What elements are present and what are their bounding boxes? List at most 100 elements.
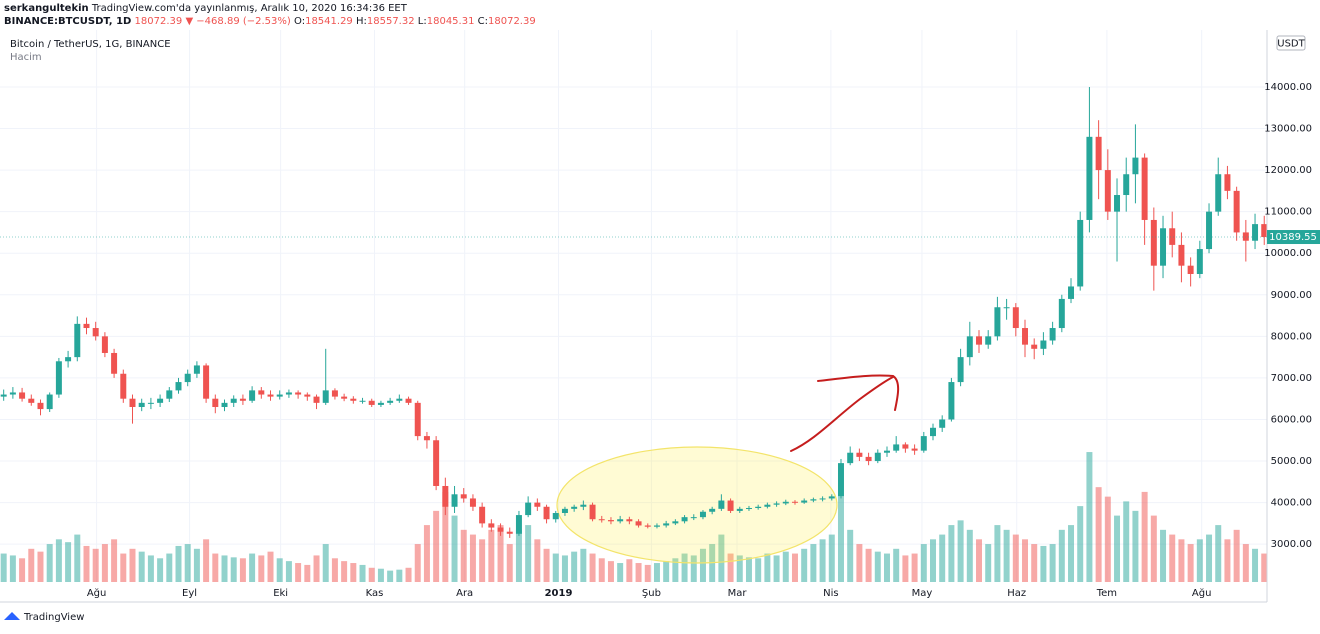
candle-body: [313, 396, 320, 403]
last-price: 18072.39: [135, 16, 183, 27]
candle-body: [28, 398, 35, 403]
chart-title: Bitcoin / TetherUS, 1G, BINANCE: [10, 39, 171, 50]
volume-bar: [65, 542, 72, 582]
volume-bar: [0, 553, 7, 582]
candle-body: [1022, 328, 1028, 345]
volume-bar: [819, 539, 826, 582]
candle-body: [755, 506, 762, 509]
candle-body: [193, 365, 200, 374]
header-line-2: BINANCE:BTCUSDT, 1D 18072.39 ▼ −468.89 (…: [4, 16, 536, 27]
candle-body: [1215, 174, 1222, 212]
volume-bar: [672, 558, 679, 582]
volume-bar: [856, 544, 863, 582]
y-tick-label: 10000.00: [1264, 248, 1312, 259]
volume-bar: [690, 555, 697, 582]
candle-body: [874, 452, 881, 462]
volume-bar: [285, 561, 292, 582]
candle-body: [451, 494, 458, 507]
volume-bar: [571, 551, 578, 582]
candle-body: [727, 500, 734, 511]
volume-bar: [810, 544, 817, 582]
volume-bar: [939, 534, 946, 582]
candle-body: [966, 336, 973, 358]
volume-bar: [976, 539, 982, 582]
volume-bar: [405, 567, 412, 582]
candle-body: [368, 400, 375, 405]
y-tick-label: 13000.00: [1264, 124, 1312, 135]
candle-body: [120, 373, 127, 399]
candle-body: [1141, 157, 1148, 220]
candle-body: [681, 517, 688, 522]
volume-bar: [203, 539, 210, 582]
candle-body: [1040, 340, 1047, 349]
candle-body: [1261, 224, 1268, 238]
volume-bar: [304, 564, 311, 582]
volume-bar: [166, 553, 173, 582]
volume-bar: [801, 548, 808, 582]
candle-body: [488, 523, 495, 528]
volume-bar: [1196, 539, 1203, 582]
candle-body: [239, 398, 246, 401]
candle-body: [801, 500, 808, 503]
y-tick-label: 12000.00: [1264, 165, 1312, 176]
candle-body: [1003, 307, 1010, 309]
volume-bar: [295, 563, 302, 582]
y-tick-label: 9000.00: [1271, 290, 1312, 301]
y-tick-label: 7000.00: [1271, 373, 1312, 384]
volume-bar: [1040, 545, 1047, 582]
candle-body: [304, 394, 311, 397]
candle-body: [782, 501, 789, 504]
candle-body: [1169, 228, 1176, 245]
volume-bar: [221, 555, 228, 582]
candle-body: [74, 323, 81, 358]
candle-body: [442, 485, 449, 507]
candle-body: [157, 398, 164, 403]
volume-bar: [1058, 529, 1065, 582]
volume-bar: [1150, 515, 1157, 582]
candle-body: [1150, 219, 1157, 266]
candle-body: [396, 398, 403, 401]
volume-bar: [791, 553, 798, 582]
ohlc-label: O:: [294, 16, 305, 27]
candle-body: [561, 508, 568, 513]
candle-body: [736, 508, 743, 511]
volume-bar: [368, 567, 375, 582]
currency: USDT: [1277, 39, 1305, 50]
ohlc-value: 18541.29: [305, 16, 353, 27]
currency-badge: [1276, 35, 1306, 51]
candle-body: [580, 504, 587, 507]
volume-bar: [874, 551, 881, 582]
candle-body: [111, 352, 118, 374]
candle-body: [745, 508, 752, 510]
candle-body: [1224, 174, 1231, 191]
volume-bar: [1086, 452, 1093, 582]
candle-body: [773, 503, 780, 505]
candle-body: [175, 382, 182, 391]
volume-bar: [129, 548, 136, 582]
volume-bar: [276, 558, 283, 582]
candle-body: [129, 398, 136, 408]
candle-body: [902, 444, 909, 449]
x-tick-label: Tem: [1096, 588, 1117, 599]
volume-bar: [37, 551, 44, 582]
volume-bar: [736, 555, 743, 582]
candle-body: [276, 394, 283, 397]
candle-body: [552, 513, 559, 520]
volume-bar: [460, 529, 467, 582]
volume-bar: [147, 555, 154, 582]
candle-body: [930, 427, 936, 437]
candle-body: [976, 336, 982, 345]
volume-bar: [1224, 539, 1231, 582]
volume-bar: [884, 553, 890, 582]
candle-body: [1031, 344, 1038, 349]
arrow-drawing: [790, 374, 900, 452]
volume-bar: [902, 555, 909, 582]
candle-body: [1012, 307, 1019, 329]
candle-body: [985, 336, 992, 345]
volume-bar: [865, 548, 872, 582]
candle-body: [147, 402, 154, 404]
candle-body: [764, 504, 771, 507]
ohlc-label: C:: [478, 16, 488, 27]
volume-bar: [985, 544, 992, 582]
